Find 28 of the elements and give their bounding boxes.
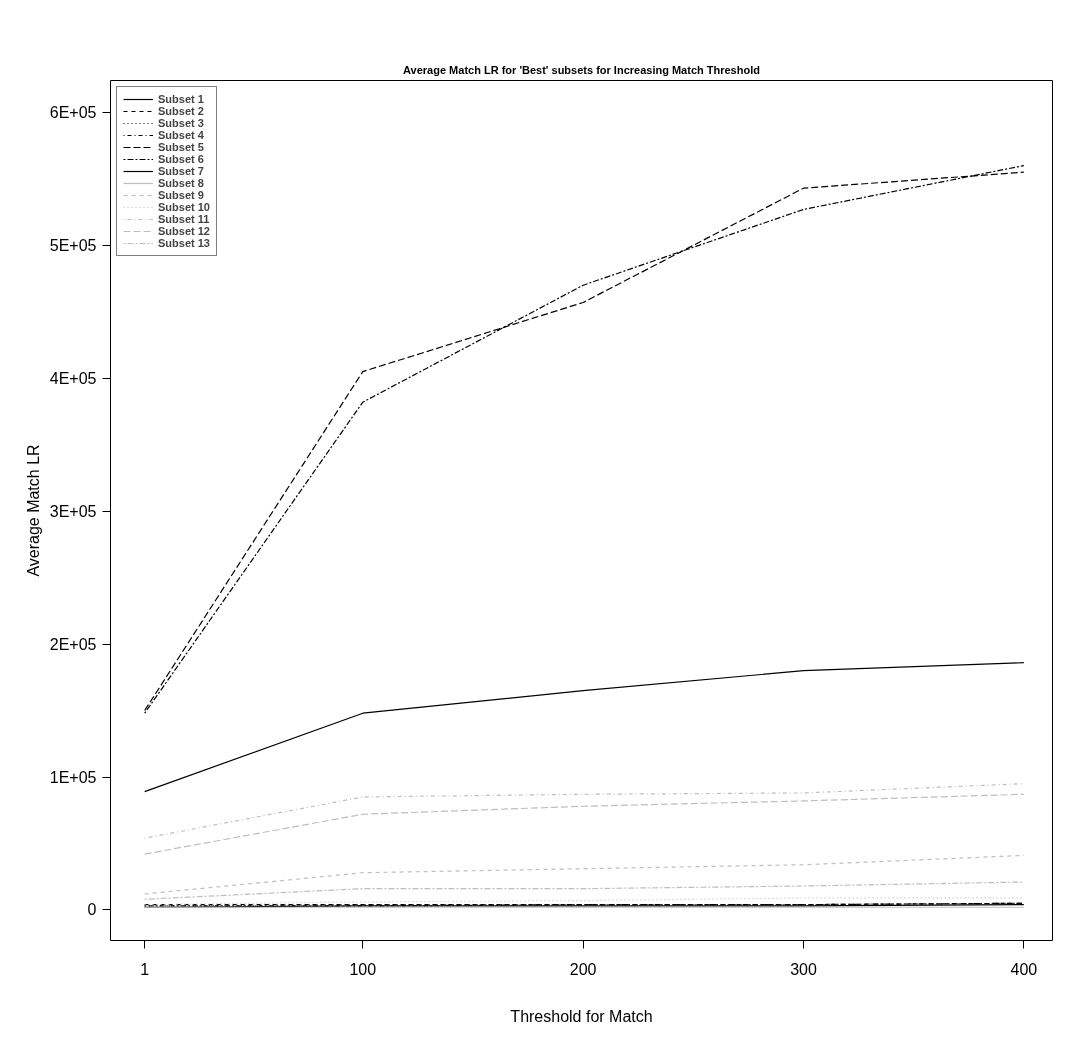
y-tick-label: 6E+05 xyxy=(49,103,97,121)
y-tick-label: 2E+05 xyxy=(49,635,97,653)
x-tick-label: 400 xyxy=(1010,960,1038,978)
x-tick-label: 300 xyxy=(790,960,817,978)
y-tick-label: 1E+05 xyxy=(49,768,97,786)
legend-label: Subset 8 xyxy=(158,177,204,189)
legend-label: Subset 7 xyxy=(158,165,204,177)
y-tick-label: 3E+05 xyxy=(49,502,97,520)
legend-label: Subset 13 xyxy=(158,237,210,249)
y-tick-label: 5E+05 xyxy=(49,236,97,254)
legend-label: Subset 3 xyxy=(158,117,204,129)
legend-label: Subset 11 xyxy=(158,213,210,225)
chart-title: Average Match LR for 'Best' subsets for Increasing Match Threshold xyxy=(403,63,760,76)
legend-label: Subset 2 xyxy=(158,105,204,117)
y-tick-label: 0 xyxy=(87,901,97,919)
legend-label: Subset 5 xyxy=(158,141,204,153)
x-tick-label: 1 xyxy=(140,960,150,978)
y-axis-title: Average Match LR xyxy=(24,444,42,577)
legend-label: Subset 9 xyxy=(158,189,204,201)
x-axis-title: Threshold for Match xyxy=(510,1007,653,1025)
legend-label: Subset 12 xyxy=(158,225,210,237)
x-tick-label: 100 xyxy=(349,960,377,978)
legend-label: Subset 4 xyxy=(158,129,204,141)
legend-label: Subset 1 xyxy=(158,93,204,105)
legend-label: Subset 6 xyxy=(158,153,204,165)
x-tick-label: 200 xyxy=(569,960,597,978)
y-tick-label: 4E+05 xyxy=(49,369,97,387)
legend-label: Subset 10 xyxy=(158,201,210,213)
